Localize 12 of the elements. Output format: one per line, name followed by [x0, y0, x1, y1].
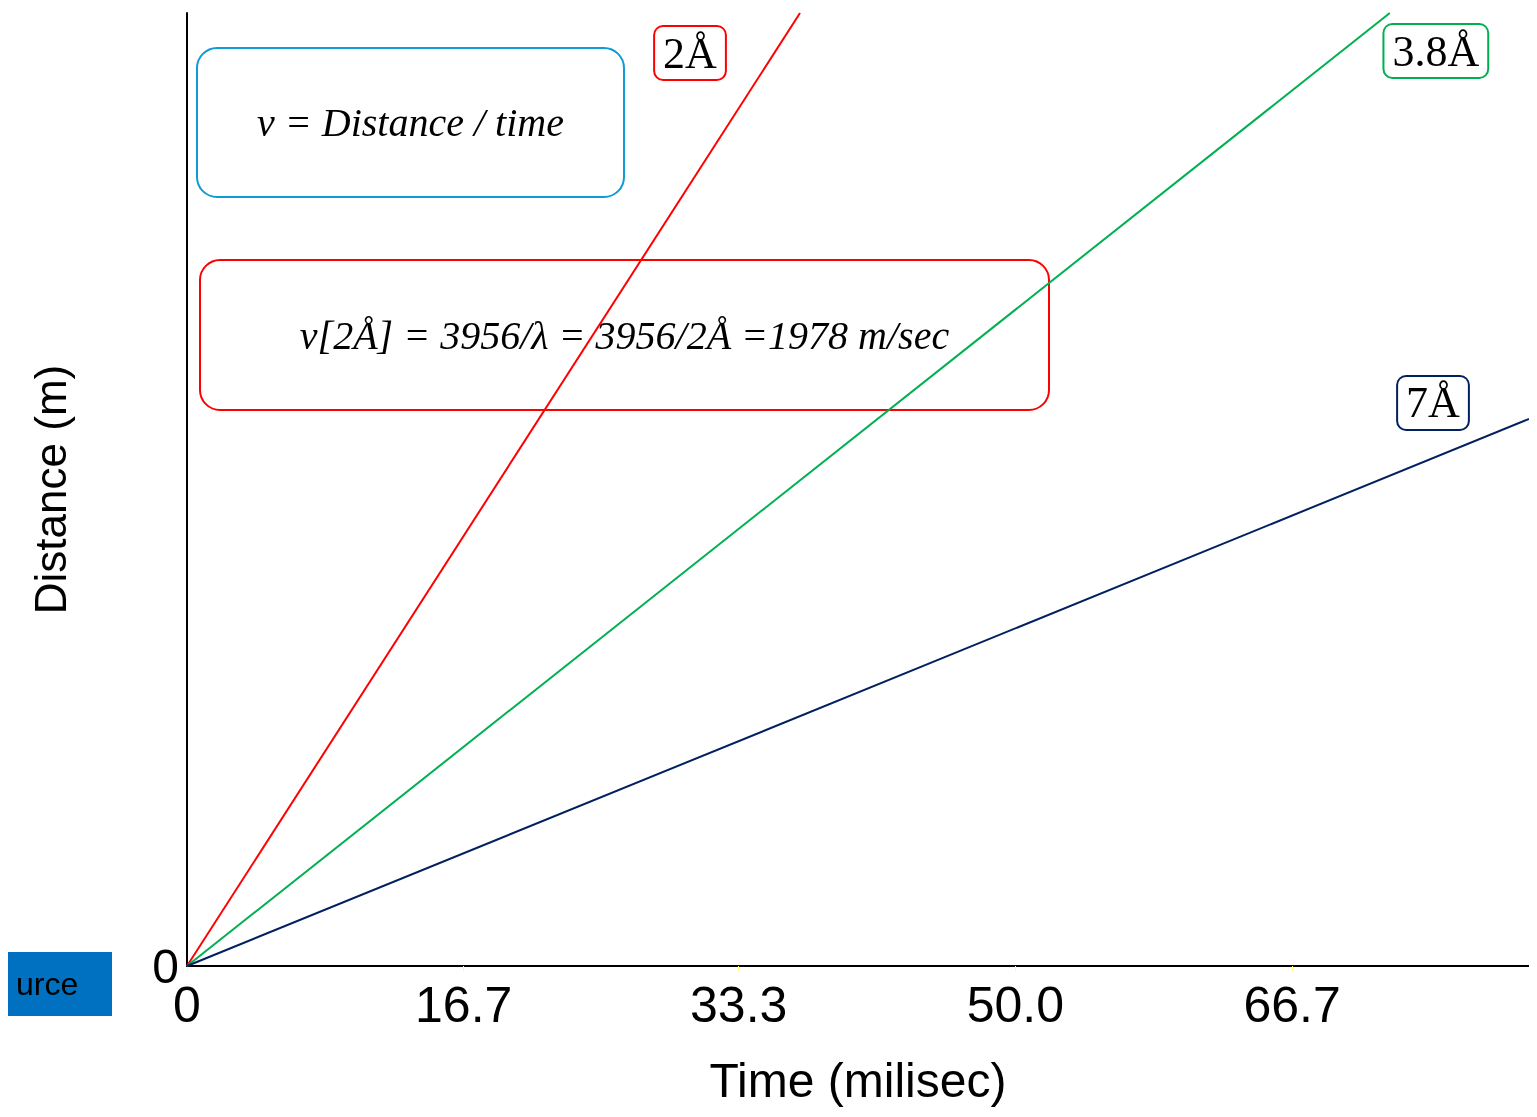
- text: urce: [16, 966, 79, 1002]
- annotation: v[2Å] = 3956/λ = 3956/2Å =1978 m/sec: [299, 312, 950, 358]
- series-label: 3.8Å: [1392, 26, 1480, 76]
- annotation: v = Distance / time: [257, 100, 564, 145]
- series-label: 2Å: [663, 28, 718, 78]
- x-axis-title: Time (milisec): [709, 1053, 1007, 1107]
- x-tick-label: 33.3: [690, 977, 788, 1033]
- y-axis-title: Distance (m): [25, 364, 75, 615]
- x-tick-label: 16.7: [415, 977, 513, 1033]
- x-tick-label: 50.0: [966, 977, 1065, 1033]
- series-label: 7Å: [1406, 378, 1461, 428]
- x-tick-label: 66.7: [1243, 977, 1341, 1033]
